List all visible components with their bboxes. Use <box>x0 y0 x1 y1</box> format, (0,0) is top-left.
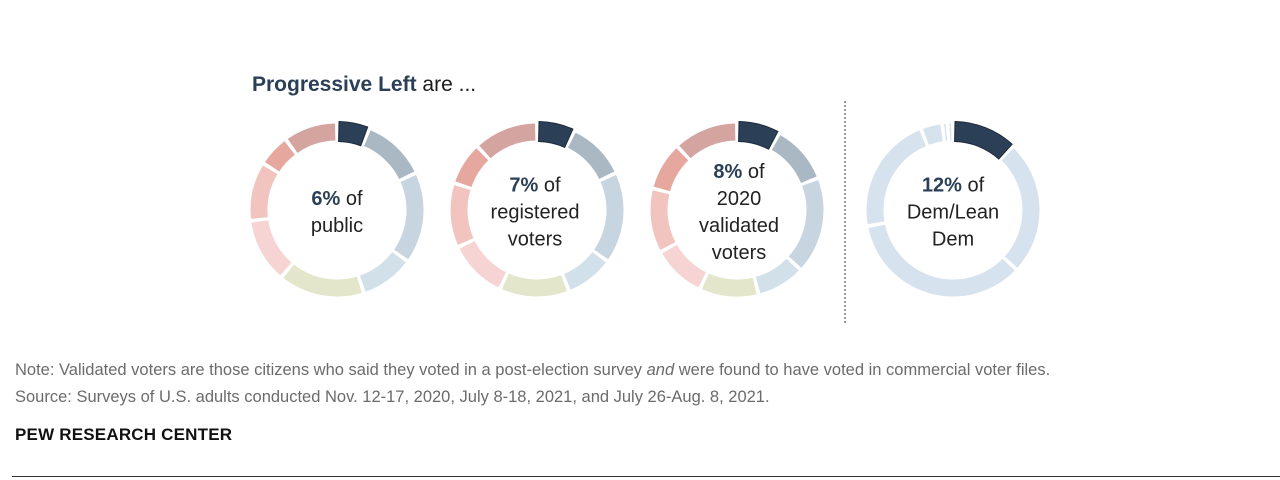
donut-label-text: 2020 <box>716 188 762 210</box>
donut-label-public: 6% of public <box>311 186 363 240</box>
divider-line <box>844 101 846 323</box>
donut-slice <box>564 252 606 290</box>
donut-3 <box>866 121 1040 297</box>
donut-slice <box>394 174 424 260</box>
donut-label-validated-voters: 8% of 2020 validated voters <box>699 159 779 267</box>
donut-slice <box>501 273 568 297</box>
donut-slice <box>364 130 415 179</box>
donut-label-text: Dem <box>931 228 975 251</box>
donut-slice <box>287 123 336 153</box>
donut-label-text: of <box>543 174 561 197</box>
donut-label-text: of <box>345 188 363 210</box>
donut-slice <box>251 220 292 276</box>
donut-slice-highlight <box>954 121 1013 160</box>
donut-slice <box>283 264 362 297</box>
chart-title-bold: Progressive Left <box>252 73 417 96</box>
donut-label-text: of <box>747 161 765 183</box>
donut-label-text: voters <box>711 242 767 264</box>
donut-label-dem-lean-dem: 12% of Dem/Lean Dem <box>907 173 999 254</box>
source-line: Source: Surveys of U.S. adults conducted… <box>15 388 770 406</box>
donut-slice <box>650 190 676 250</box>
donut-slice-highlight <box>738 121 779 150</box>
donut-slice-highlight <box>338 121 369 147</box>
donut-slice <box>679 123 736 159</box>
donut-slice <box>455 148 489 188</box>
note-italic: and <box>646 361 675 379</box>
note-text: were found to have voted in commercial v… <box>674 361 1051 379</box>
donut-label-text: validated <box>698 215 780 237</box>
donut-label-registered-voters: 7% of registered voters <box>491 173 580 254</box>
donut-slice <box>949 123 952 141</box>
note-text: Note: Validated voters are those citizen… <box>15 361 647 379</box>
donut-slice <box>771 135 817 183</box>
donut-label-pct: 12% <box>921 174 962 197</box>
donut-slice <box>450 185 474 246</box>
donut-label-text: Dem/Lean <box>906 201 1000 224</box>
donut-label-text: public <box>310 215 364 237</box>
donut-slice <box>653 148 689 192</box>
donut-slice <box>265 141 295 172</box>
donut-slice <box>701 273 757 297</box>
donut-label-pct: 6% <box>311 188 341 210</box>
donut-slice <box>479 123 536 159</box>
donut-slice <box>866 130 926 225</box>
donut-slice <box>1001 148 1040 268</box>
donut-label-text: of <box>967 174 985 197</box>
donut-2 <box>650 121 824 297</box>
donut-1 <box>450 121 624 297</box>
donut-slice <box>868 224 1015 297</box>
donut-label-pct: 8% <box>713 161 743 183</box>
donut-slice <box>944 123 948 141</box>
donut-slice <box>662 244 706 288</box>
donut-slice <box>250 165 278 219</box>
pew-logo-text: PEW RESEARCH CENTER <box>15 425 233 444</box>
donut-slice <box>359 252 406 292</box>
bottom-rule <box>12 476 1280 477</box>
note-line-1: Note: Validated voters are those citizen… <box>15 357 1050 384</box>
donut-slice <box>788 179 824 268</box>
chart-title: Progressive Left are ... <box>252 73 476 97</box>
donut-slice <box>594 174 624 260</box>
donut-0 <box>250 121 424 297</box>
donut-label-text: registered <box>490 201 580 224</box>
donut-slice <box>755 258 799 294</box>
donut-slice <box>568 132 615 179</box>
donut-slice-highlight <box>538 121 574 149</box>
donut-slice <box>459 241 506 288</box>
donut-label-pct: 7% <box>509 174 539 197</box>
donut-slice <box>922 124 943 145</box>
chart-title-rest: are ... <box>422 73 477 96</box>
note: Note: Validated voters are those citizen… <box>15 357 1050 411</box>
donut-label-text: voters <box>507 228 563 251</box>
